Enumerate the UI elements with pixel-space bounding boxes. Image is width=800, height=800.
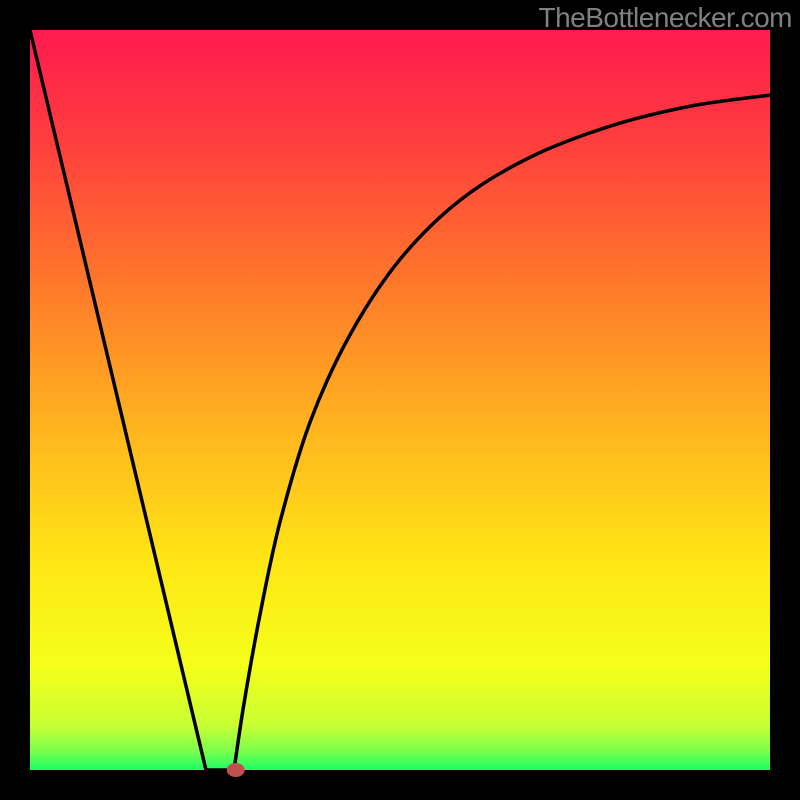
gradient-background	[30, 30, 770, 770]
chart-container: TheBottlenecker.com	[0, 0, 800, 800]
watermark-text: TheBottlenecker.com	[538, 2, 792, 34]
bottleneck-plot	[0, 0, 800, 800]
optimal-marker	[227, 763, 245, 777]
